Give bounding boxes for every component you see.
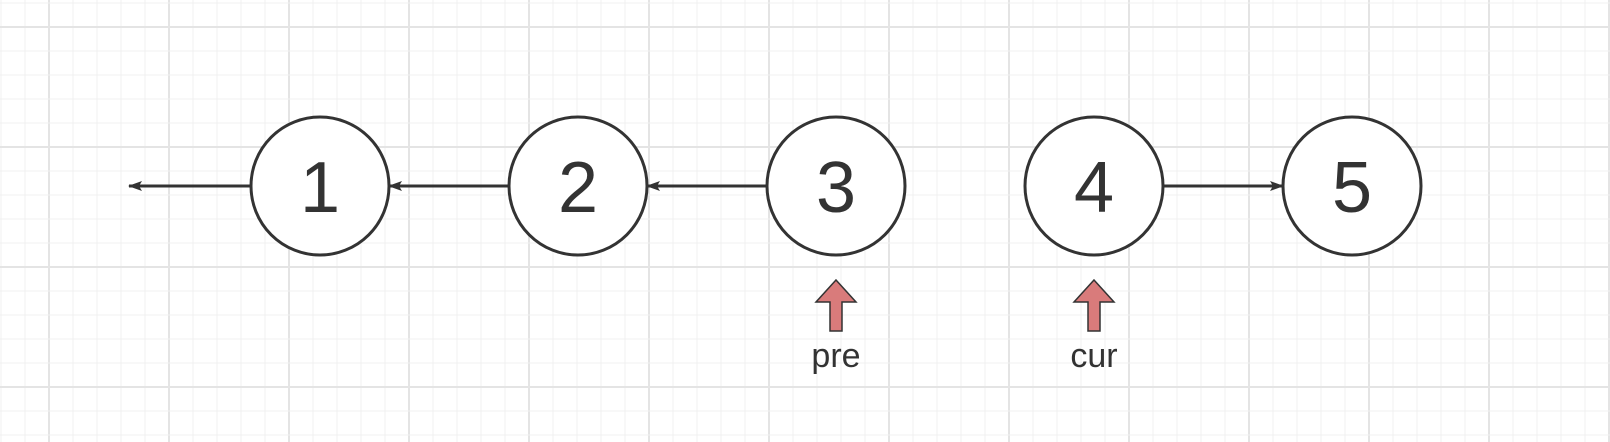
nodes-layer: 1 2 3 4 5 — [249, 115, 1423, 257]
node-n4: 4 — [1023, 115, 1165, 257]
node-circle — [765, 115, 907, 257]
pointers-layer: pre cur — [811, 278, 1118, 375]
node-circle — [249, 115, 391, 257]
pointer-label: pre — [811, 337, 860, 375]
node-n1: 1 — [249, 115, 391, 257]
node-n2: 2 — [507, 115, 649, 257]
pointer-cur: cur — [1070, 278, 1118, 375]
node-circle — [1281, 115, 1423, 257]
node-circle — [1023, 115, 1165, 257]
node-n3: 3 — [765, 115, 907, 257]
node-label: 4 — [1074, 148, 1114, 228]
node-label: 2 — [558, 148, 598, 228]
node-circle — [507, 115, 649, 257]
node-label: 5 — [1332, 148, 1372, 228]
node-n5: 5 — [1281, 115, 1423, 257]
up-arrow-icon — [814, 278, 858, 332]
pointer-label: cur — [1070, 337, 1117, 375]
node-label: 3 — [816, 148, 856, 228]
up-arrow-icon — [1072, 278, 1116, 332]
node-label: 1 — [300, 148, 340, 228]
pointer-pre: pre — [811, 278, 861, 375]
